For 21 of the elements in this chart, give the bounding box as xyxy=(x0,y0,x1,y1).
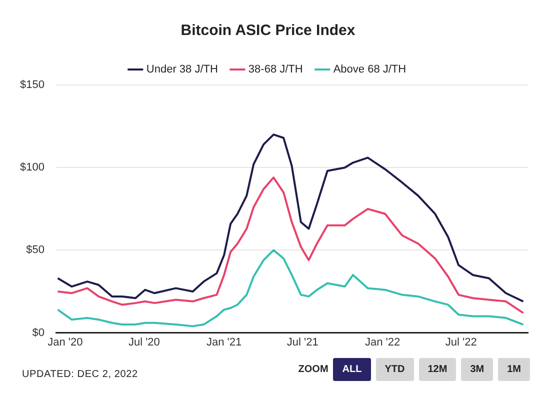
x-tick-label: Jul '21 xyxy=(286,336,318,348)
legend-label: Above 68 J/TH xyxy=(333,64,406,76)
text: 12M xyxy=(418,358,456,381)
text: ZOOM xyxy=(298,364,328,375)
y-tick-label: $0 xyxy=(32,326,44,339)
text: UPDATED: DEC 2, 2022 xyxy=(22,369,138,380)
y-tick-label: $150 xyxy=(20,79,44,92)
x-tick-label: Jan '20 xyxy=(48,336,83,348)
legend-label: 38-68 J/TH xyxy=(248,64,303,76)
y-tick-label: $100 xyxy=(20,162,44,174)
x-tick-label: Jan '22 xyxy=(364,336,400,348)
legend-label: Under 38 J/TH xyxy=(146,64,218,76)
text: 1M xyxy=(498,358,530,381)
y-tick-label: $50 xyxy=(26,244,44,256)
x-tick-label: Jan '21 xyxy=(206,336,242,348)
x-tick-label: Jul '20 xyxy=(128,336,160,348)
text: YTD xyxy=(376,358,414,381)
chart-title: Bitcoin ASIC Price Index xyxy=(180,22,356,40)
text: 3M xyxy=(461,358,494,381)
text: ALL xyxy=(333,358,371,381)
x-tick-label: Jul '22 xyxy=(445,336,477,348)
